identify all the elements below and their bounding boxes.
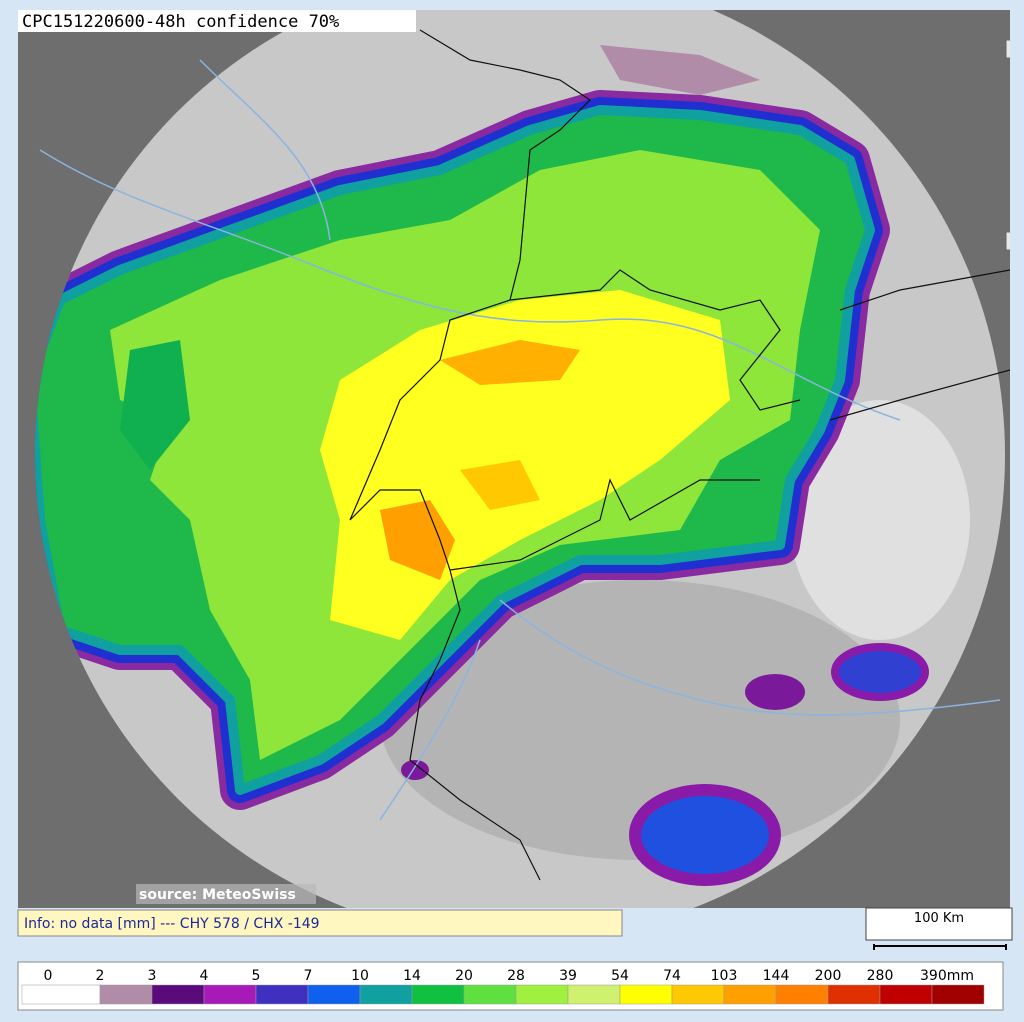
terrain bbox=[380, 580, 900, 860]
legend-swatch bbox=[411, 984, 465, 1005]
legend-swatch bbox=[21, 984, 101, 1005]
scale-bar bbox=[873, 944, 1007, 950]
legend-label: 10 bbox=[351, 968, 369, 984]
precip-area bbox=[401, 760, 429, 780]
legend-label: 390mm bbox=[920, 968, 974, 984]
map: CPC151220600-48h confidence 70% source: … bbox=[18, 10, 1022, 908]
scale-label: 100 Km bbox=[914, 911, 964, 926]
scale-box bbox=[865, 907, 1013, 941]
legend-swatch bbox=[463, 984, 517, 1005]
legend-swatch bbox=[775, 984, 829, 1005]
legend-label: 14 bbox=[403, 968, 421, 984]
legend-swatch bbox=[619, 984, 673, 1005]
precip-area bbox=[600, 45, 760, 95]
legend-label: 54 bbox=[611, 968, 629, 984]
zoom-in-button[interactable] bbox=[1005, 39, 1022, 59]
zoom-out-button[interactable] bbox=[1005, 231, 1022, 251]
legend-label: 74 bbox=[663, 968, 681, 984]
precip-area bbox=[629, 784, 781, 886]
legend-swatch bbox=[151, 984, 205, 1005]
source-box bbox=[136, 884, 316, 904]
precip-area bbox=[120, 340, 190, 470]
legend-swatch bbox=[255, 984, 309, 1005]
title-box bbox=[18, 10, 416, 32]
legend-swatch bbox=[567, 984, 621, 1005]
legend-swatch bbox=[203, 984, 257, 1005]
source-label: source: MeteoSwiss bbox=[139, 887, 296, 903]
legend-label: 2 bbox=[96, 968, 105, 984]
precip-area bbox=[380, 500, 455, 580]
legend: 0 2 3 4 5 7 10 14 20 28 39 54 74 103 144 200 280 390mm bbox=[21, 968, 985, 1005]
legend-swatch bbox=[307, 984, 361, 1005]
legend-swatch bbox=[671, 984, 725, 1005]
legend-label: 39 bbox=[559, 968, 577, 984]
legend-label: 5 bbox=[252, 968, 261, 984]
precip-area bbox=[440, 340, 580, 385]
rivers bbox=[39, 59, 1001, 821]
legend-label: 103 bbox=[711, 968, 738, 984]
precip-area bbox=[460, 460, 540, 510]
precip-area bbox=[745, 674, 805, 710]
legend-swatch bbox=[879, 984, 933, 1005]
legend-swatch bbox=[359, 984, 413, 1005]
legend-label: 280 bbox=[867, 968, 894, 984]
info-text: Info: no data [mm] --- CHY 578 / CHX -14… bbox=[24, 916, 320, 932]
legend-label: 3 bbox=[148, 968, 157, 984]
borders bbox=[349, 29, 1010, 881]
precip-area bbox=[831, 643, 929, 701]
legend-swatch bbox=[827, 984, 881, 1005]
legend-label: 28 bbox=[507, 968, 525, 984]
legend-label: 7 bbox=[304, 968, 313, 984]
info-box bbox=[17, 909, 623, 937]
legend-label: 144 bbox=[763, 968, 790, 984]
terrain bbox=[790, 400, 970, 640]
map-title: CPC151220600-48h confidence 70% bbox=[22, 12, 339, 32]
legend-label: 20 bbox=[455, 968, 473, 984]
legend-label: 200 bbox=[815, 968, 842, 984]
legend-label: 0 bbox=[44, 968, 53, 984]
legend-label: 4 bbox=[200, 968, 209, 984]
legend-swatch bbox=[723, 984, 777, 1005]
legend-swatch bbox=[99, 984, 153, 1005]
legend-swatch bbox=[931, 984, 985, 1005]
legend-swatch bbox=[515, 984, 569, 1005]
